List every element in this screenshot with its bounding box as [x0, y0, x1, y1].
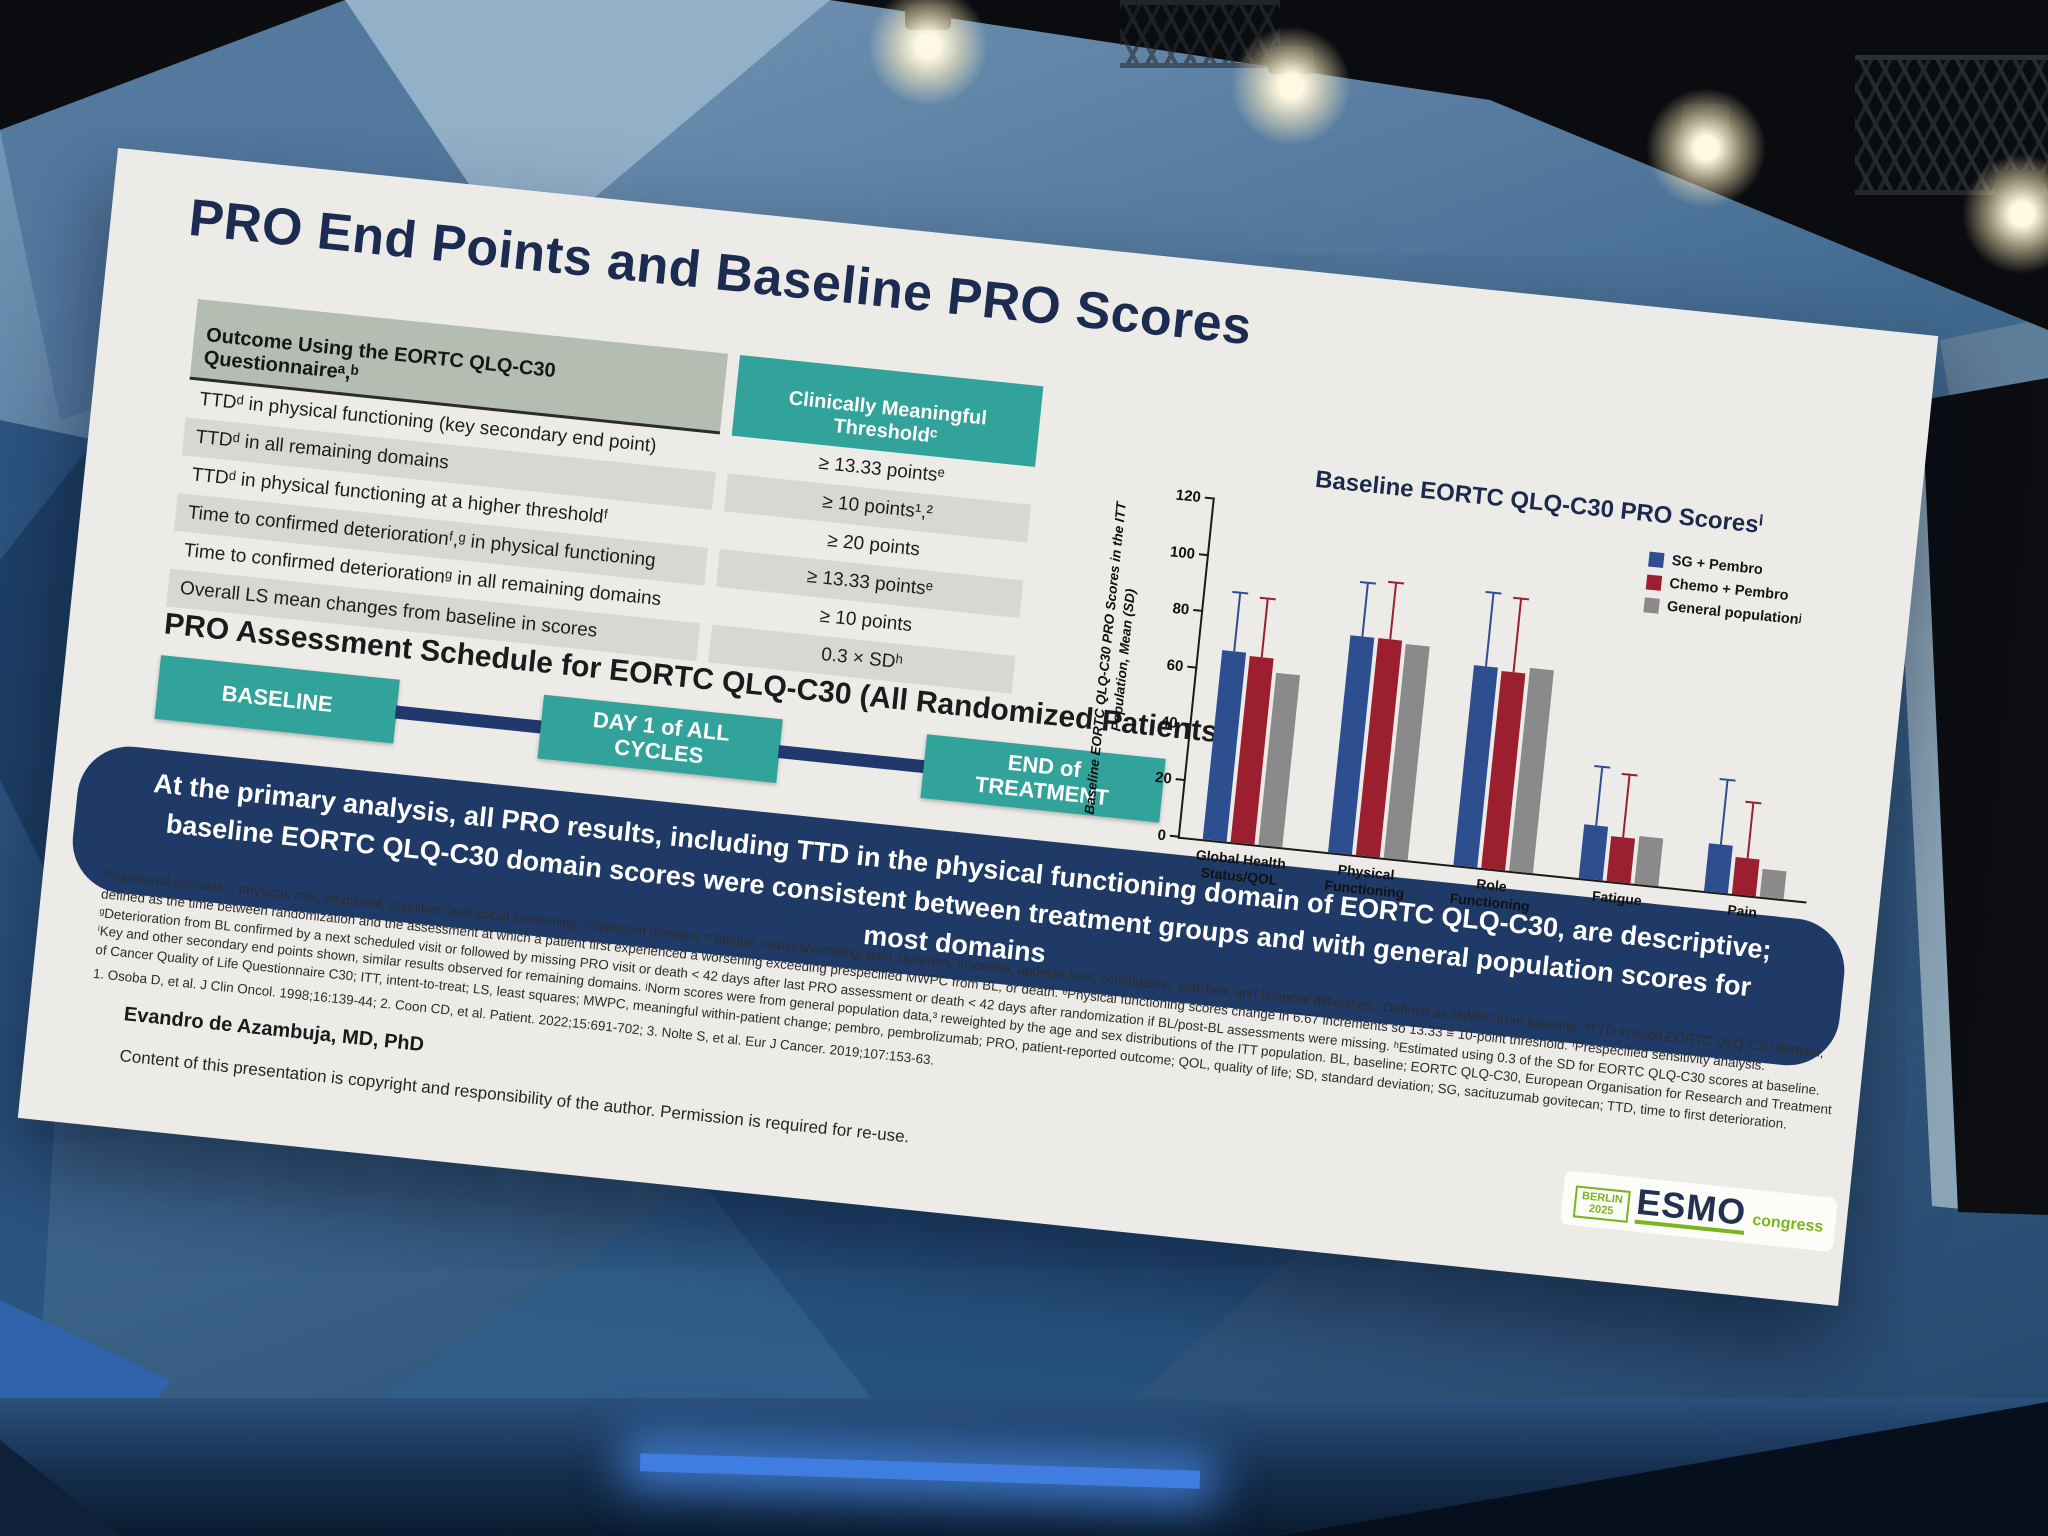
bar: [1731, 857, 1760, 897]
x-category-label: Global Health Status/QOL: [1195, 846, 1287, 888]
bar: [1634, 835, 1664, 887]
baseline-pro-chart: Baseline EORTC QLQ-C30 PRO Scoresⁱ Basel…: [1064, 440, 1899, 999]
step-connector: [394, 705, 543, 734]
bar: [1578, 824, 1609, 881]
error-whisker: [1595, 766, 1604, 826]
legend-swatch: [1645, 573, 1663, 591]
logo-suffix: congress: [1751, 1212, 1825, 1237]
error-whisker: [1512, 598, 1523, 673]
error-whisker: [1260, 597, 1269, 658]
error-whisker: [1389, 582, 1398, 640]
logo-name: ESMO: [1634, 1181, 1748, 1236]
y-tick-mark: [1169, 834, 1180, 838]
bar: [1704, 843, 1733, 894]
spotlight-glow: [1231, 26, 1351, 146]
legend-swatch: [1643, 596, 1660, 614]
legend-swatch: [1648, 551, 1665, 568]
y-tick-label: 120: [1175, 486, 1202, 507]
bar: [1606, 835, 1636, 884]
spotlight-glow: [1646, 88, 1766, 208]
spotlight-glow: [1962, 154, 2048, 274]
x-category-label: Role Functioning: [1449, 875, 1531, 914]
schedule-step: DAY 1 of ALL CYCLES: [537, 694, 783, 784]
presentation-slide: PRO End Points and Baseline PRO Scores O…: [17, 148, 1939, 1306]
schedule-step: BASELINE: [154, 655, 400, 744]
y-tick-label: 80: [1171, 600, 1191, 619]
y-tick-mark: [1204, 496, 1215, 500]
x-category-label: Physical Functioning: [1323, 861, 1406, 901]
y-tick-mark: [1187, 665, 1198, 669]
error-whisker: [1484, 592, 1495, 667]
y-tick-label: 40: [1160, 712, 1179, 732]
error-whisker: [1361, 582, 1369, 637]
logo-location: BERLIN 2025: [1572, 1185, 1631, 1224]
spotlight-glow: [868, 0, 988, 106]
esmo-congress-logo: BERLIN 2025 ESMO congress: [1560, 1170, 1839, 1253]
y-tick-mark: [1175, 778, 1186, 782]
error-whisker: [1233, 592, 1242, 652]
error-whisker: [1622, 774, 1631, 838]
y-tick-label: 100: [1169, 542, 1196, 563]
chart-y-axis-label: Baseline EORTC QLQ-C30 PRO Scores in the…: [1081, 501, 1138, 816]
step-connector: [777, 744, 926, 773]
y-tick-mark: [1181, 722, 1192, 726]
error-whisker: [1746, 801, 1755, 859]
y-tick-label: 0: [1156, 826, 1167, 845]
y-tick-mark: [1193, 609, 1204, 613]
x-category-label: Fatigue: [1591, 887, 1643, 909]
bar: [1759, 868, 1787, 900]
logo-year-text: 2025: [1588, 1203, 1614, 1218]
y-tick-mark: [1198, 552, 1210, 556]
x-category-label: Pain: [1726, 901, 1758, 921]
y-tick-label: 20: [1154, 769, 1173, 788]
y-tick-label: 60: [1165, 656, 1185, 676]
error-whisker: [1719, 779, 1729, 845]
copyright-note: Content of this presentation is copyrigh…: [118, 1046, 911, 1147]
